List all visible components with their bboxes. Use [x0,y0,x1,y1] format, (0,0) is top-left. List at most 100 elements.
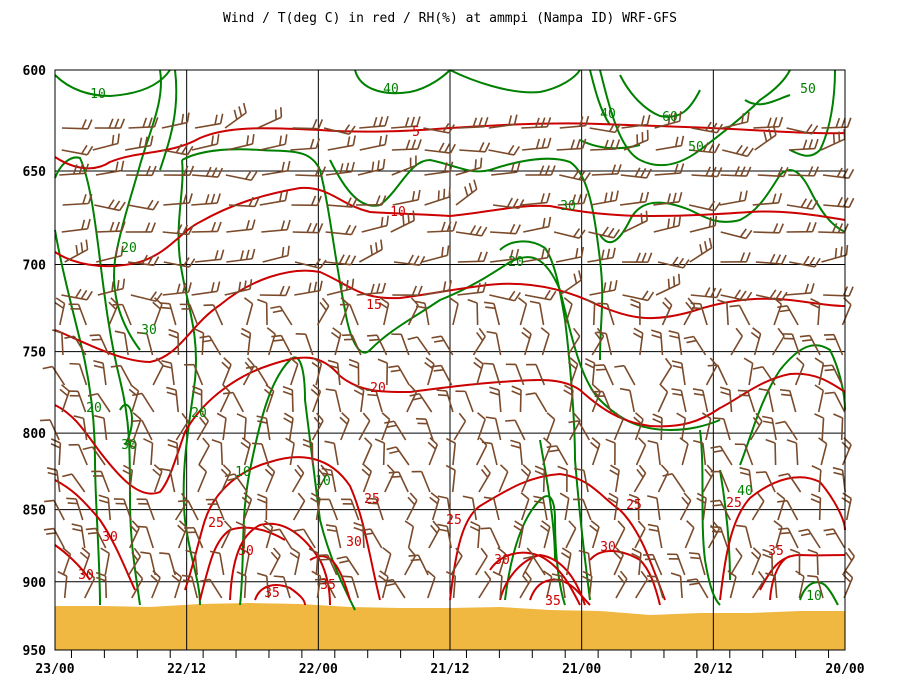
wind-barb [818,363,825,386]
wind-barb-flag [274,109,277,120]
wind-barb-flag [388,471,399,474]
wind-barb [393,261,420,266]
wind-barb-flag [711,166,717,177]
wind-barb-flag [243,492,252,500]
rh-contour-line [599,169,846,244]
wind-barb-flag [69,362,80,365]
wind-barb [325,170,352,176]
wind-barb-flag [43,527,54,531]
wind-barb [489,527,501,549]
temperature-label: 30 [102,530,118,545]
wind-barb-flag [462,495,473,500]
wind-barb-flag [361,468,371,477]
wind-barb-flag [546,117,552,128]
wind-barb-flag [752,327,762,335]
x-tick-label: 23/00 [35,662,74,677]
wind-barb-flag [282,390,293,396]
wind-barb-flag [506,197,514,208]
wind-barb [787,473,802,493]
wind-barb [349,304,359,326]
wind-barb-flag [671,388,682,392]
wind-barb-flag [285,437,295,445]
wind-barb-flag [648,579,659,583]
wind-barb [677,333,683,356]
wind-barb-flag [551,573,562,578]
wind-barb-flag [781,254,787,265]
wind-barb-flag [590,388,600,397]
wind-barb-flag [473,179,478,190]
wind-barb-flag [514,520,524,528]
wind-barb-flag [145,222,151,233]
wind-barb-flag [79,551,89,560]
wind-barb-flag [481,226,488,237]
wind-barb [375,498,384,521]
wind-barb [753,333,762,356]
y-tick-label: 900 [23,576,47,591]
wind-barb [423,127,450,134]
wind-barb-flag [375,242,378,253]
wind-barb [587,256,614,263]
wind-barb-flag [576,138,581,149]
wind-barb-flag [238,281,242,292]
wind-barb [591,443,601,466]
wind-barb [282,576,291,599]
wind-barb [613,419,624,441]
wind-barb [660,333,664,356]
wind-barb-flag [778,223,785,234]
wind-barb-flag [404,520,414,528]
wind-barb-flag [283,412,294,419]
wind-barb-flag [710,287,717,298]
wind-barb [795,442,799,466]
wind-barb [428,444,439,466]
wind-barb-flag [641,252,647,263]
wind-barb-flag [837,196,843,207]
rh-contour-line [113,69,178,351]
wind-barb [568,420,581,441]
wind-barb [656,526,663,549]
wind-barb-flag [772,193,777,204]
wind-barb-flag [384,420,395,424]
x-tick-label: 21/12 [430,662,469,677]
wind-barb-flag [161,364,173,369]
wind-barb-flag [714,215,718,226]
temperature-label: 35 [768,544,784,559]
wind-barb-flag [440,221,446,232]
wind-barb [323,127,350,136]
wind-barb [257,116,282,129]
wind-barb [330,470,337,493]
wind-barb-flag [381,412,391,420]
wind-barb [162,231,189,236]
wind-barb [102,363,107,386]
wind-barb [351,576,359,599]
wind-barb-flag [524,570,532,580]
wind-barb-flag [306,222,312,233]
wind-barb [153,304,163,326]
wind-barb-flag [575,248,579,259]
wind-barb-flag [353,389,364,396]
wind-barb [383,553,392,576]
wind-barb-flag [546,192,551,203]
wind-barb-flag [153,117,159,128]
wind-barb-flag [339,416,348,425]
wind-barb [786,127,813,135]
wind-barb-flag [307,282,312,293]
wind-barb-flag [245,219,250,231]
wind-barb-flag [223,357,232,366]
wind-barb-flag [183,257,190,267]
wind-barb-flag [484,142,491,153]
wind-barb-flag [769,253,776,264]
wind-barb [191,576,199,599]
wind-barb [61,149,88,156]
wind-barb [247,333,252,356]
wind-barb-flag [272,547,281,557]
wind-barb-flag [176,283,181,294]
wind-barb-flag [210,282,215,293]
wind-barb-flag [681,496,690,506]
wind-barb-flag [94,414,105,419]
wind-barb-flag [452,221,458,232]
wind-barb-flag [499,464,509,473]
wind-barb-flag [363,532,374,536]
wind-barb-flag [795,357,805,366]
wind-barb-flag [153,256,160,266]
wind-barb-flag [810,298,820,304]
